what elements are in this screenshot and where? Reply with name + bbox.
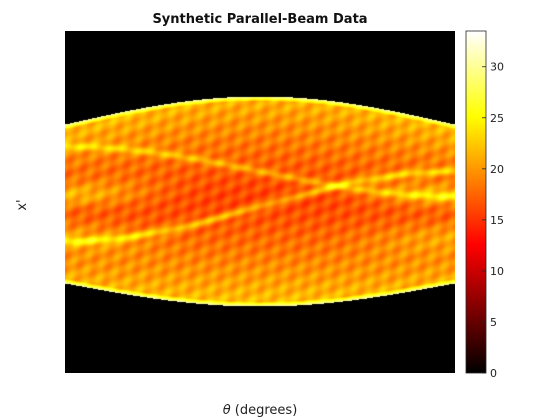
colorbar-tick-label: 15 [490, 214, 504, 227]
y-axis-label: x' [15, 199, 30, 210]
colorbar: 0 5 10 15 20 25 30 [465, 30, 504, 380]
colorbar-tick-label: 25 [490, 112, 504, 125]
colorbar-ticks: 0 5 10 15 20 25 30 [482, 61, 504, 380]
plot-area [65, 31, 455, 373]
colorbar-tick-label: 20 [490, 163, 504, 176]
x-axis-label-text: (degrees) [231, 403, 298, 418]
heatmap-image [65, 31, 455, 373]
colorbar-tick-label: 5 [490, 316, 497, 329]
colorbar-tick-label: 30 [490, 61, 504, 74]
x-axis-label: θ (degrees) [223, 403, 298, 418]
colorbar-tick-label: 10 [490, 265, 504, 278]
x-axis-label-symbol: θ [223, 403, 231, 418]
colorbar-tick-label: 0 [490, 367, 497, 380]
colorbar-gradient [465, 30, 487, 374]
chart-title: Synthetic Parallel-Beam Data [152, 12, 367, 27]
